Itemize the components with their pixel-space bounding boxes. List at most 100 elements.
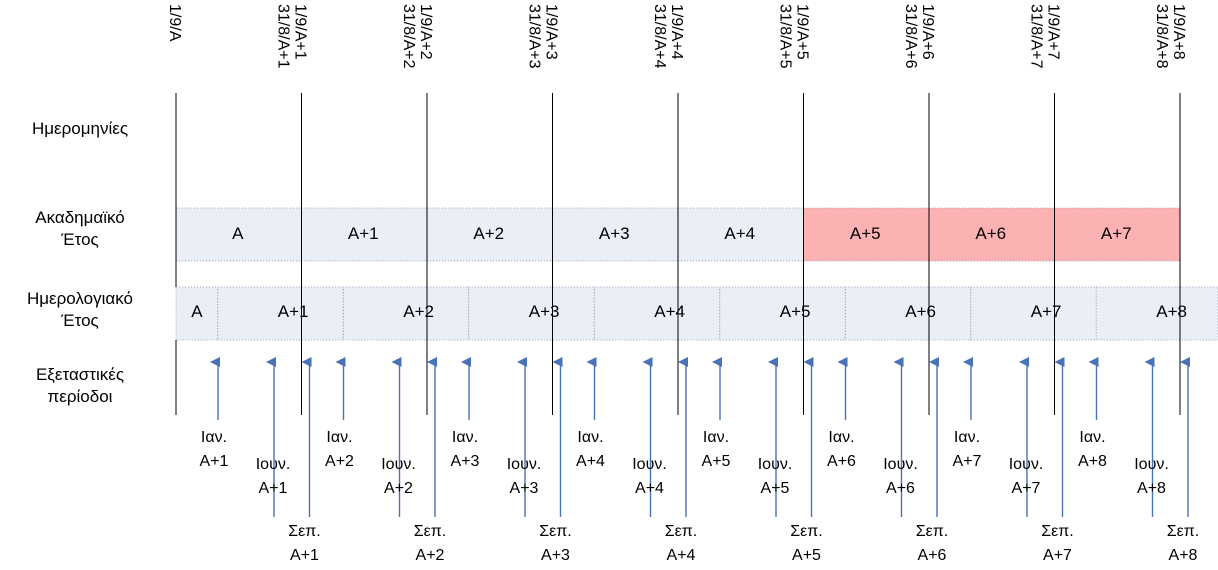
exam-label-sep-year: Α+5 <box>792 547 821 564</box>
exam-label-jan-year: Α+7 <box>953 453 982 470</box>
date-label-end: 31/8/Α+8 <box>1153 4 1170 69</box>
calendar-year-cell <box>175 286 219 341</box>
exam-label-sep-month: Σεπ. <box>414 523 447 540</box>
exam-label-jun-month: Ιουν. <box>256 456 291 473</box>
calendar-year-label: Α+1 <box>278 302 309 321</box>
exam-label-jun-month: Ιουν. <box>758 456 793 473</box>
exam-label-sep-month: Σεπ. <box>665 523 698 540</box>
exam-arrows: Ιαν. Α+1 Ιουν. Α+1 Σεπ. Α+1 Ιαν. Α+2 Ιουν. Α+2 Σεπ… <box>200 357 1200 564</box>
calendar-year-label: Α+3 <box>529 302 560 321</box>
date-label-start: 1/9/Α <box>166 4 183 42</box>
exam-label-jan-month: Ιαν. <box>452 429 478 446</box>
date-label-start: 1/9/Α+6 <box>919 4 936 60</box>
date-label-end: 31/8/Α+4 <box>651 4 668 69</box>
date-label-end: 31/8/Α+5 <box>777 4 794 69</box>
exam-label-jan-year: Α+2 <box>325 453 354 470</box>
calendar-year-cell <box>970 286 1097 341</box>
exam-label-jun-year: Α+2 <box>384 480 413 497</box>
exam-label-sep-year: Α+7 <box>1043 547 1072 564</box>
row-label-academic-year: Ακαδημαϊκό Έτος <box>14 207 146 251</box>
date-label-start: 1/9/Α+7 <box>1045 4 1062 60</box>
row-label-academic-line1: Ακαδημαϊκό <box>35 208 125 227</box>
exam-label-jan-year: Α+5 <box>702 453 731 470</box>
row-label-academic-line2: Έτος <box>61 230 99 249</box>
exam-label-sep-month: Σεπ. <box>539 523 572 540</box>
date-label-start: 1/9/Α+1 <box>292 4 309 60</box>
exam-label-jan-month: Ιαν. <box>1079 429 1105 446</box>
exam-label-sep-month: Σεπ. <box>288 523 321 540</box>
exam-label-sep-month: Σεπ. <box>1041 523 1074 540</box>
calendar-year-label: Α+2 <box>403 302 434 321</box>
calendar-year-cell <box>468 286 595 341</box>
row-label-exam-periods: Εξεταστικές περίοδοι <box>14 364 146 408</box>
calendar-year-cell <box>844 286 972 341</box>
exam-label-jun-year: Α+8 <box>1137 480 1166 497</box>
date-label-start: 1/9/Α+4 <box>668 4 685 60</box>
calendar-year-label: Α+7 <box>1031 302 1062 321</box>
date-label-end: 31/8/Α+3 <box>526 4 543 69</box>
date-label-start: 1/9/Α+5 <box>794 4 811 60</box>
academic-year-cell <box>803 207 930 262</box>
row-label-calendar-line2: Έτος <box>61 311 99 330</box>
date-label-end: 31/8/Α+2 <box>400 4 417 69</box>
calendar-year-label: Α+8 <box>1156 302 1187 321</box>
date-label-end: 31/8/Α+1 <box>275 4 292 69</box>
academic-year-label: Α+6 <box>975 224 1006 243</box>
exam-label-jun-month: Ιουν. <box>1134 456 1169 473</box>
exam-label-jun-year: Α+7 <box>1012 480 1041 497</box>
exam-label-jun-month: Ιουν. <box>632 456 667 473</box>
date-label-end: 31/8/Α+6 <box>902 4 919 69</box>
exam-label-jan-year: Α+1 <box>200 453 229 470</box>
calendar-year-label: Α+4 <box>654 302 685 321</box>
exam-label-jun-month: Ιουν. <box>507 456 542 473</box>
calendar-year-cell <box>342 286 470 341</box>
exam-label-sep-year: Α+1 <box>290 547 319 564</box>
exam-label-sep-month: Σεπ. <box>916 523 949 540</box>
exam-label-jan-month: Ιαν. <box>828 429 854 446</box>
academic-year-cell <box>1054 207 1181 262</box>
exam-label-sep-year: Α+6 <box>918 547 947 564</box>
date-label-start: 1/9/Α+3 <box>543 4 560 60</box>
exam-label-jun-year: Α+5 <box>761 480 790 497</box>
exam-label-jun-month: Ιουν. <box>1009 456 1044 473</box>
calendar-year-cell <box>593 286 721 341</box>
academic-year-label: Α+4 <box>724 224 755 243</box>
bands-layer: Α Α+1 Α+2 Α+3 Α+4 Α+5 Α+6 Α+7 Α Α+1 Α+2 Α+3 Α+4 Α+5 Α+… <box>175 207 1218 341</box>
exam-label-jun-month: Ιουν. <box>883 456 918 473</box>
row-label-calendar-line1: Ημερολογιακό <box>26 289 133 308</box>
academic-year-label: Α <box>232 224 244 243</box>
calendar-year-cell <box>217 286 344 341</box>
exam-label-sep-year: Α+3 <box>541 547 570 564</box>
date-label-start: 1/9/Α+2 <box>417 4 434 60</box>
exam-label-jun-year: Α+1 <box>259 480 288 497</box>
exam-label-jan-month: Ιαν. <box>201 429 227 446</box>
row-label-exams-line1: Εξεταστικές <box>35 365 125 384</box>
exam-label-jan-month: Ιαν. <box>954 429 980 446</box>
row-label-exams-line2: περίοδοι <box>47 387 113 406</box>
academic-year-label: Α+7 <box>1101 224 1132 243</box>
date-label-start: 1/9/Α+8 <box>1170 4 1187 60</box>
exam-label-sep-month: Σεπ. <box>1167 523 1200 540</box>
exam-label-jun-year: Α+3 <box>510 480 539 497</box>
calendar-year-label: Α <box>191 302 203 321</box>
date-label-end: 31/8/Α+7 <box>1028 4 1045 69</box>
date-labels: 1/9/Α 31/8/Α+1 1/9/Α+1 31/8/Α+2 1/9/Α+2 31/8/… <box>166 4 1187 69</box>
exam-label-sep-month: Σεπ. <box>790 523 823 540</box>
exam-label-jun-year: Α+6 <box>886 480 915 497</box>
row-label-calendar-year: Ημερολογιακό Έτος <box>14 288 146 332</box>
academic-year-label: Α+3 <box>599 224 630 243</box>
calendar-year-cell <box>1095 286 1218 341</box>
exam-label-jan-month: Ιαν. <box>577 429 603 446</box>
exam-label-jun-year: Α+4 <box>635 480 664 497</box>
academic-year-label: Α+5 <box>850 224 881 243</box>
exam-label-sep-year: Α+2 <box>416 547 445 564</box>
calendar-year-cell <box>719 286 846 341</box>
row-label-dates: Ημερομηνίες <box>14 118 146 140</box>
exam-label-jan-year: Α+8 <box>1078 453 1107 470</box>
exam-label-jan-year: Α+6 <box>827 453 856 470</box>
row-label-dates-text: Ημερομηνίες <box>31 119 129 138</box>
calendar-year-label: Α+5 <box>780 302 811 321</box>
academic-year-cell <box>677 207 804 262</box>
academic-year-label: Α+1 <box>348 224 379 243</box>
